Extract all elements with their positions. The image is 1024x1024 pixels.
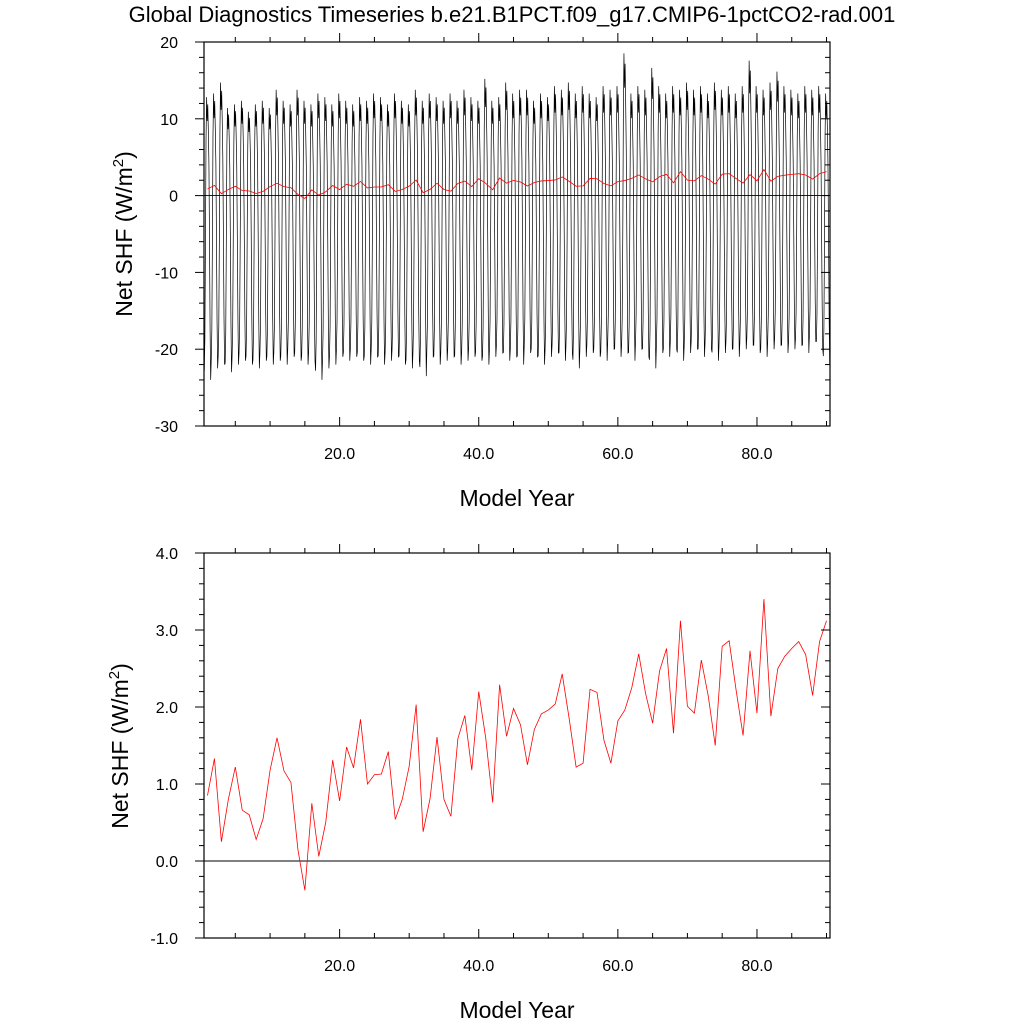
series-line-annual bbox=[207, 599, 827, 891]
y-axis-label-text: Net SHF (W/m bbox=[111, 167, 137, 317]
x-tick-label: 80.0 bbox=[741, 958, 772, 975]
y-axis-label: Net SHF (W/m2) bbox=[110, 151, 137, 317]
y-tick-label: 0 bbox=[169, 189, 178, 206]
figure-title: Global Diagnostics Timeseries b.e21.B1PC… bbox=[129, 2, 896, 27]
y-tick-label: 3.0 bbox=[156, 623, 178, 640]
y-tick-label: -10 bbox=[155, 265, 178, 282]
y-tick-label: -1.0 bbox=[150, 931, 178, 948]
y-tick-label: -20 bbox=[155, 342, 178, 359]
x-tick-label: 60.0 bbox=[602, 958, 633, 975]
y-axis-label: Net SHF (W/m2) bbox=[106, 663, 133, 829]
x-axis-label: Model Year bbox=[459, 485, 574, 511]
x-tick-label: 40.0 bbox=[463, 446, 494, 463]
y-axis-label-text: Net SHF (W/m bbox=[107, 679, 133, 829]
y-tick-label: 10 bbox=[160, 112, 178, 129]
y-axis-label-superscript: 2 bbox=[106, 671, 123, 679]
y-tick-label: -30 bbox=[155, 419, 178, 436]
y-tick-label: 0.0 bbox=[156, 854, 178, 871]
x-axis-label: Model Year bbox=[459, 997, 574, 1023]
y-tick-label: 1.0 bbox=[156, 777, 178, 794]
y-tick-label: 4.0 bbox=[156, 546, 178, 563]
x-tick-label: 60.0 bbox=[602, 446, 633, 463]
bottom-panel: 20.0 40.0 60.0 80.0 -1.0 0.0 1.0 2.0 3.0 4.0 Model… bbox=[106, 544, 831, 1023]
y-tick-label: 20 bbox=[160, 35, 178, 52]
plot-frame bbox=[203, 41, 831, 427]
x-tick-label: 20.0 bbox=[324, 958, 355, 975]
y-axis-label-close: ) bbox=[107, 663, 133, 671]
series-line-annual bbox=[207, 168, 827, 200]
y-axis-label-superscript: 2 bbox=[110, 159, 127, 167]
top-panel: 20.0 40.0 60.0 80.0 -30 -20 -10 0 10 20 Model Year… bbox=[110, 33, 831, 511]
x-tick-label: 80.0 bbox=[741, 446, 772, 463]
x-tick-label: 40.0 bbox=[463, 958, 494, 975]
y-tick-label: 2.0 bbox=[156, 700, 178, 717]
series-line-monthly bbox=[203, 53, 831, 380]
y-axis-label-close: ) bbox=[111, 151, 137, 159]
x-tick-label: 20.0 bbox=[324, 446, 355, 463]
plot-frame bbox=[203, 552, 831, 939]
